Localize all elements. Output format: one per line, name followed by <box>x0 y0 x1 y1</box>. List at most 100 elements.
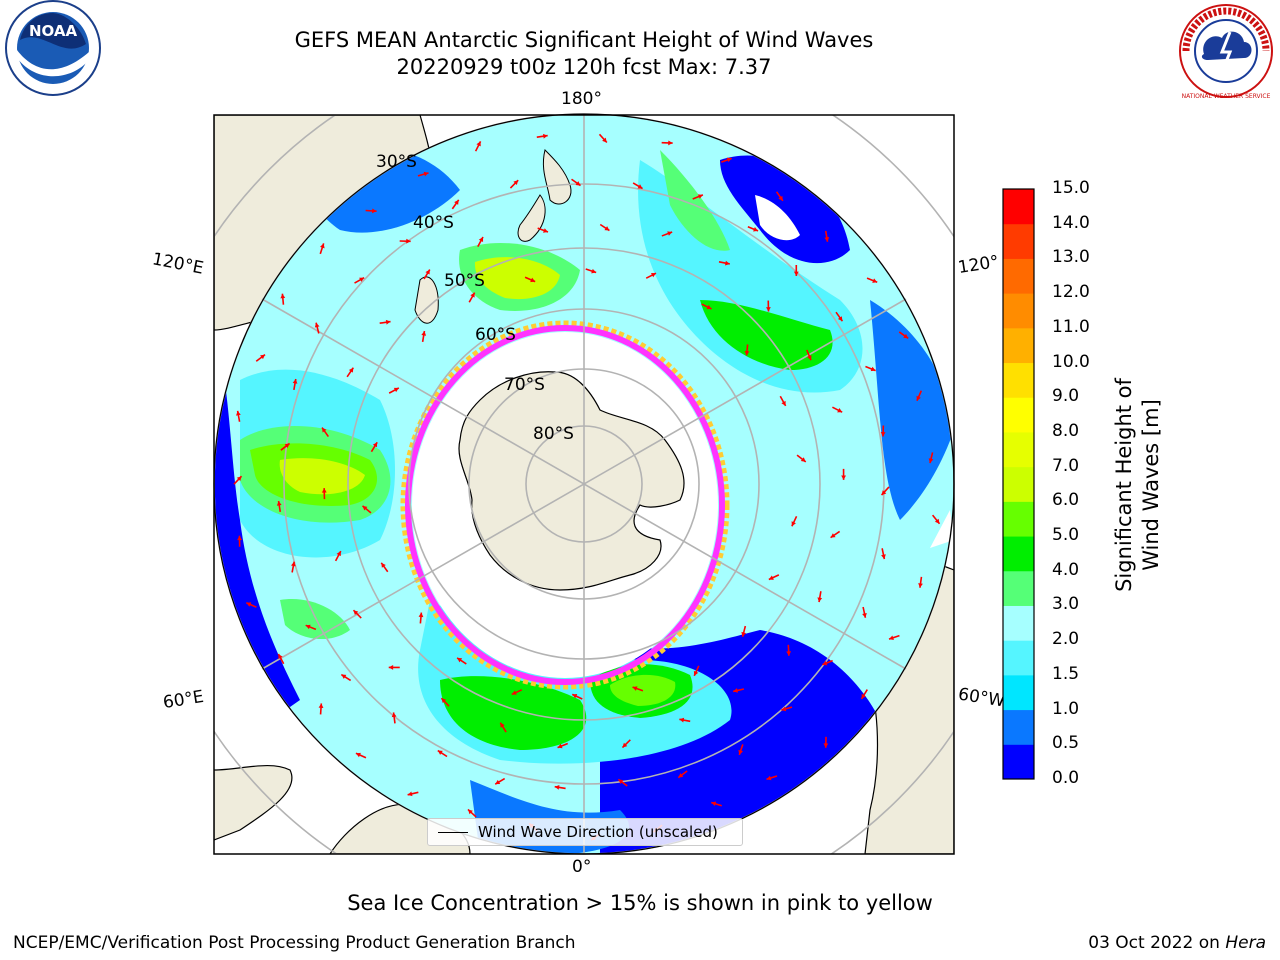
wave-arrow-head <box>753 227 759 232</box>
wave-arrow-head <box>632 686 638 691</box>
wave-arrow-head <box>693 670 699 676</box>
wave-arrow-head <box>341 674 347 679</box>
wave-arrow-head <box>870 366 876 372</box>
wave-arrow-head <box>786 651 792 656</box>
wave-arrow-head <box>542 133 548 139</box>
wave-arrow-head <box>781 706 787 712</box>
wave-arrow-head <box>824 237 830 242</box>
meridian-label-0: 0° <box>572 857 592 877</box>
lat-label-80s: 80°S <box>533 424 574 444</box>
wave-arrow-head <box>441 698 447 704</box>
colorbar-segment <box>1003 327 1034 364</box>
wave-arrow-head <box>554 785 560 790</box>
wave-arrow-head <box>781 400 786 406</box>
wave-arrow-head <box>668 140 673 146</box>
wave-arrow-head <box>476 141 481 147</box>
map-frame <box>213 114 955 855</box>
wave-arrow-head <box>667 231 673 236</box>
wave-arrow-head <box>918 583 923 588</box>
meridian-label-180: 180° <box>561 89 602 109</box>
colorbar-tick-label: 14.0 <box>1052 212 1090 233</box>
wave-arrow-head <box>393 387 399 393</box>
lat-label-60s: 60°S <box>475 325 516 345</box>
wave-arrow-head <box>421 331 427 336</box>
wave-arrow-head <box>557 743 563 749</box>
colorbar-segment <box>1003 709 1034 745</box>
footer-date-prefix: 03 Oct 2022 on <box>1088 933 1226 953</box>
wave-arrow-head <box>388 665 394 670</box>
wave-arrow-head <box>454 199 459 205</box>
colorbar-tick-label: 7.0 <box>1052 455 1080 476</box>
wave-arrow-head <box>355 752 361 758</box>
colorbar-segment <box>1003 536 1034 572</box>
wave-arrow-head <box>530 277 536 283</box>
wave-arrow-head <box>457 657 463 663</box>
colorbar <box>1002 188 1035 780</box>
wave-arrow-head <box>778 195 783 201</box>
footer-date: 03 Oct 2022 on Hera <box>1088 933 1266 953</box>
wave-arrow-head <box>807 355 812 361</box>
wave-arrow-head <box>478 236 484 242</box>
footer-machine: Hera <box>1225 933 1266 953</box>
colorbar-tick-label: 2.0 <box>1052 629 1080 650</box>
lat-label-40s: 40°S <box>413 213 454 233</box>
wave-arrow-head <box>372 442 378 448</box>
nws-logo-text: NATIONAL WEATHER SERVICE <box>1182 93 1271 100</box>
map-title: GEFS MEAN Antarctic Significant Height o… <box>294 28 874 52</box>
wave-arrow-head <box>881 490 887 496</box>
wave-arrow-head <box>903 333 909 339</box>
map-legend: Wind Wave Direction (unscaled) <box>427 818 743 846</box>
footer-credit: NCEP/EMC/Verification Post Processing Pr… <box>13 933 576 953</box>
lat-label-70s: 70°S <box>504 375 545 395</box>
wave-arrow-head <box>861 693 866 699</box>
wave-arrow-head <box>928 458 934 464</box>
wave-arrow-head <box>602 137 607 143</box>
wave-arrow-head <box>291 561 296 567</box>
wave-arrow-head <box>724 260 730 266</box>
wave-arrow-head <box>246 602 252 607</box>
wave-arrow-head <box>418 612 424 618</box>
wave-arrow-head <box>276 501 282 506</box>
wave-arrow-head <box>511 690 517 695</box>
colorbar-tick-label: 11.0 <box>1052 316 1090 337</box>
noaa-logo-text: NOAA <box>29 22 78 40</box>
wave-arrow-head <box>322 427 327 433</box>
wave-arrow-head <box>604 226 610 231</box>
colorbar-segment <box>1003 744 1034 780</box>
wave-arrow-head <box>591 268 597 274</box>
colorbar-segment <box>1003 501 1034 537</box>
wave-arrow-head <box>348 367 354 373</box>
legend-label: Wind Wave Direction (unscaled) <box>478 823 718 841</box>
wave-arrow-head <box>880 432 886 437</box>
colorbar-tick-label: 1.5 <box>1052 663 1080 684</box>
wave-arrow-head <box>800 457 806 462</box>
wave-arrows <box>233 133 941 841</box>
sea-ice-note: Sea Ice Concentration > 15% is shown in … <box>347 891 933 915</box>
colorbar-label: Significant Height of Wind Waves [m] <box>1112 378 1163 592</box>
wave-arrow-head <box>817 597 823 603</box>
wave-arrow-head <box>837 316 843 322</box>
wave-arrow-head <box>280 293 286 299</box>
colorbar-segment <box>1003 570 1034 606</box>
wave-arrow-head <box>618 779 624 784</box>
wave-arrow-head <box>278 654 283 660</box>
wave-arrow-head <box>381 562 386 568</box>
wave-arrow-head <box>425 269 430 275</box>
wave-arrow-head <box>470 292 475 298</box>
wave-arrow-head <box>793 271 799 276</box>
wave-arrow-head <box>320 243 325 249</box>
wave-arrow-head <box>862 612 867 618</box>
colorbar-tick-label: 5.0 <box>1052 525 1080 546</box>
wave-arrow-head <box>353 610 359 615</box>
wave-arrow-head <box>407 791 413 797</box>
wave-arrow-head <box>237 535 242 541</box>
wave-arrow-head <box>766 307 771 312</box>
colorbar-tick-label: 8.0 <box>1052 420 1080 441</box>
wave-arrow-head <box>872 278 878 283</box>
wave-arrow-head <box>822 660 828 666</box>
colorbar-tick-label: 9.0 <box>1052 386 1080 407</box>
wave-arrow-head <box>678 773 684 778</box>
colorbar-segment <box>1003 466 1034 502</box>
colorbar-tick-label: 15.0 <box>1052 178 1090 198</box>
